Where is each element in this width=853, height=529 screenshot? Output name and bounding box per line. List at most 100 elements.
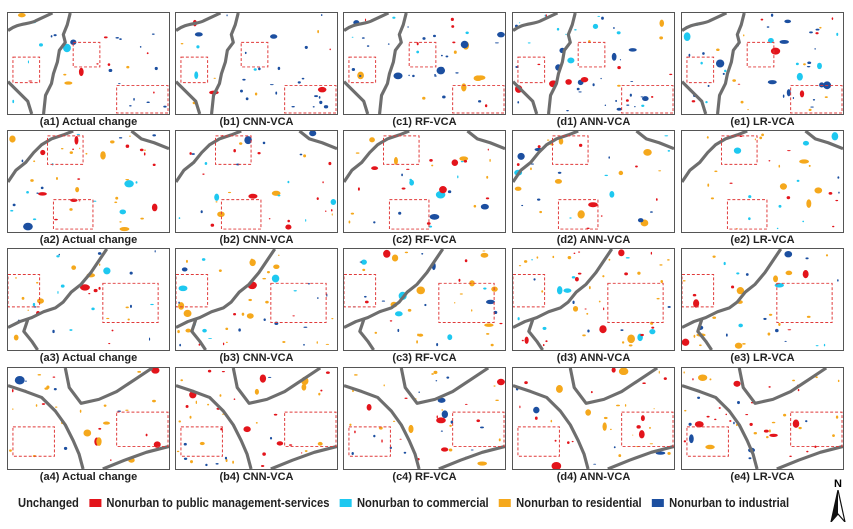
legend-label-public: Nonurban to public management-services bbox=[106, 495, 330, 510]
highlight-box bbox=[284, 85, 337, 114]
change-patch bbox=[786, 89, 791, 97]
highlight-box bbox=[517, 426, 560, 457]
change-patch bbox=[577, 272, 582, 275]
change-patch bbox=[803, 63, 806, 66]
change-patch bbox=[457, 175, 459, 179]
change-patch bbox=[408, 424, 414, 434]
change-patch bbox=[640, 333, 644, 337]
change-patch bbox=[381, 439, 383, 443]
legend-swatch-public bbox=[89, 498, 102, 507]
change-patch bbox=[527, 42, 531, 44]
boundary-line bbox=[737, 368, 828, 405]
change-patch bbox=[255, 422, 258, 424]
change-patch bbox=[21, 159, 24, 163]
change-patch bbox=[259, 374, 267, 383]
change-patch bbox=[71, 265, 77, 270]
change-patch bbox=[404, 397, 408, 399]
change-patch bbox=[537, 145, 541, 149]
change-patch bbox=[597, 15, 601, 17]
change-patch bbox=[487, 148, 489, 151]
change-patch bbox=[609, 428, 612, 431]
change-patch bbox=[41, 403, 46, 405]
change-patch bbox=[383, 384, 385, 387]
change-patch bbox=[393, 156, 398, 165]
change-patch bbox=[50, 35, 53, 38]
change-patch bbox=[253, 68, 257, 71]
change-patch bbox=[590, 391, 593, 394]
change-patch bbox=[603, 307, 605, 311]
change-patch bbox=[288, 444, 293, 446]
change-patch bbox=[57, 290, 59, 295]
highlight-box bbox=[557, 199, 599, 230]
change-patch bbox=[451, 25, 455, 28]
change-patch bbox=[225, 458, 228, 463]
change-patch bbox=[331, 213, 333, 216]
change-patch bbox=[769, 433, 778, 438]
change-patch bbox=[418, 391, 420, 394]
change-patch bbox=[578, 143, 583, 147]
change-patch bbox=[450, 17, 454, 22]
change-patch bbox=[37, 373, 42, 376]
panel-label: (d4) ANN-VCA bbox=[556, 471, 631, 483]
change-patch bbox=[429, 158, 433, 162]
change-patch bbox=[555, 385, 563, 393]
change-patch bbox=[248, 298, 252, 302]
land-use-change-map bbox=[682, 13, 843, 114]
map-panel bbox=[7, 367, 170, 470]
change-patch bbox=[96, 63, 99, 65]
change-patch bbox=[316, 297, 319, 299]
change-patch bbox=[189, 415, 192, 419]
highlight-box bbox=[607, 282, 664, 324]
change-patch bbox=[692, 293, 697, 297]
highlight-box bbox=[621, 85, 674, 114]
change-patch bbox=[718, 407, 721, 409]
change-patch bbox=[725, 333, 728, 337]
change-patch bbox=[742, 343, 746, 345]
land-use-change-map bbox=[513, 249, 671, 350]
change-patch bbox=[401, 187, 406, 190]
change-patch bbox=[480, 203, 489, 210]
change-patch bbox=[217, 211, 225, 217]
change-patch bbox=[659, 36, 664, 40]
change-patch bbox=[537, 63, 541, 66]
change-patch bbox=[354, 430, 356, 434]
change-patch bbox=[323, 105, 329, 109]
change-patch bbox=[153, 91, 155, 94]
change-patch bbox=[722, 72, 725, 75]
change-patch bbox=[303, 343, 305, 346]
boundary-line bbox=[466, 131, 505, 151]
change-patch bbox=[98, 286, 101, 290]
change-patch bbox=[599, 325, 607, 334]
boundary-line bbox=[513, 13, 559, 32]
change-patch bbox=[806, 65, 811, 68]
land-use-change-map bbox=[344, 249, 503, 350]
change-patch bbox=[480, 252, 489, 258]
change-patch bbox=[275, 91, 278, 95]
change-patch bbox=[190, 460, 193, 464]
change-patch bbox=[297, 81, 301, 84]
change-patch bbox=[199, 441, 205, 446]
change-patch bbox=[659, 19, 665, 27]
change-patch bbox=[12, 99, 15, 104]
change-patch bbox=[21, 296, 25, 300]
change-patch bbox=[232, 460, 234, 464]
change-patch bbox=[152, 399, 156, 403]
change-patch bbox=[621, 341, 625, 344]
change-patch bbox=[697, 396, 701, 399]
change-patch bbox=[782, 94, 785, 98]
change-patch bbox=[202, 328, 207, 333]
change-patch bbox=[767, 80, 777, 85]
change-patch bbox=[103, 421, 110, 425]
change-patch bbox=[220, 427, 223, 431]
change-patch bbox=[154, 66, 158, 71]
change-patch bbox=[277, 194, 281, 197]
change-patch bbox=[837, 379, 840, 383]
change-patch bbox=[624, 272, 628, 276]
change-patch bbox=[693, 334, 696, 338]
change-patch bbox=[618, 368, 629, 376]
change-patch bbox=[580, 77, 589, 83]
change-patch bbox=[103, 267, 111, 275]
change-patch bbox=[392, 16, 396, 19]
panel-label: (a3) Actual change bbox=[39, 352, 138, 364]
change-patch bbox=[480, 426, 484, 429]
